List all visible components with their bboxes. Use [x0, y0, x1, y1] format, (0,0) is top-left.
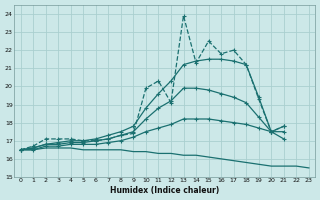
- X-axis label: Humidex (Indice chaleur): Humidex (Indice chaleur): [110, 186, 219, 195]
